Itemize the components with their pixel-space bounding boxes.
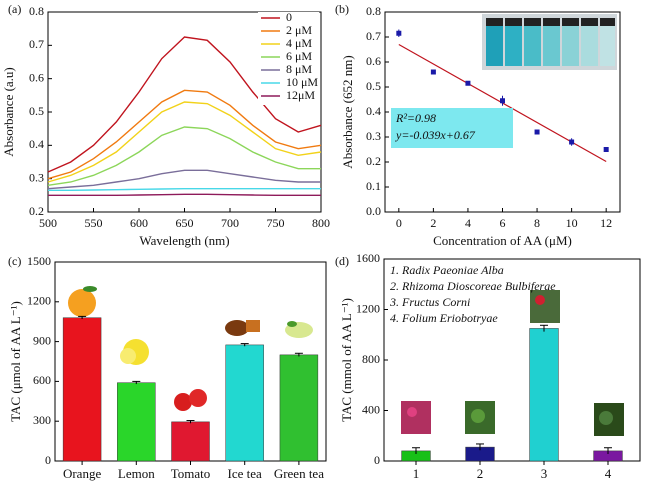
x-tick-label: 3 [541,466,548,481]
x-tick-label: 500 [39,216,57,230]
x-tick-label: 2 [477,466,484,481]
legend-label: 4 μM [286,36,312,50]
bar [171,421,210,462]
legend-label: 0 [286,10,292,24]
legend-label: 8 μM [286,62,312,76]
spectrum-line [47,89,322,180]
legend-label: 6 μM [286,49,312,63]
vial-photo [482,14,617,70]
x-tick-label: 4 [465,216,471,230]
annotation: 3. Fructus Corni [389,295,470,309]
legend-label: 12μM [286,88,315,102]
panel-label: (a) [8,2,21,16]
x-tick-label: 10 [566,216,578,230]
y-axis-title: TAC (μmol of AA L⁻¹) [8,301,23,422]
legend-box [258,12,319,105]
x-tick-label: 1 [413,466,420,481]
y-tick-label: 0 [45,453,51,467]
data-point [430,69,436,75]
x-tick-label: Lemon [118,466,155,481]
x-tick-label: 2 [430,216,436,230]
spectrum-line [48,193,321,197]
x-tick-label: Green tea [274,466,324,481]
panel-label: (b) [335,2,349,16]
y-axis-title: Absorbance (a.u) [1,67,16,157]
x-tick-label: 6 [500,216,506,230]
panel-label: (d) [335,254,349,268]
spectrum-line [47,101,322,183]
annotation-box [391,108,513,148]
y-tick-label: 0.3 [29,170,44,184]
data-point [396,30,402,36]
bar [225,344,264,462]
y-tick-label: 0.8 [366,4,381,18]
y-tick-label: 0 [374,453,380,467]
x-tick-label: 0 [396,216,402,230]
y-tick-label: 1200 [356,301,380,315]
x-tick-label: 800 [312,216,330,230]
x-tick-label: 8 [534,216,540,230]
y-tick-label: 0.6 [29,70,44,84]
x-tick-label: Tomato [171,466,211,481]
y-tick-label: 1200 [27,294,51,308]
y-tick-label: 800 [362,352,380,366]
legend-label: 10 μM [286,75,318,89]
annotation: 2. Rhizoma Dioscoreae Bulbiferae [390,279,556,293]
y-tick-label: 0.0 [366,204,381,218]
y-tick-label: 0.4 [29,137,44,151]
data-point [534,129,540,135]
y-tick-label: 0.7 [29,37,44,51]
y-axis-title: Absorbance (652 nm) [340,55,355,168]
y-tick-label: 0.5 [29,104,44,118]
plant-photos [401,290,624,436]
panel-label: (c) [8,254,21,268]
y-tick-label: 0.5 [366,79,381,93]
y-tick-label: 0.4 [366,104,381,118]
data-point [500,98,505,104]
x-tick-label: 750 [267,216,285,230]
x-tick-label: Ice tea [228,466,263,481]
x-tick-label: 12 [600,216,612,230]
x-axis-title: Concentration of AA (μM) [433,233,572,248]
y-tick-label: 0.2 [366,154,381,168]
bar [279,354,319,462]
spectrum-line [47,126,321,187]
y-tick-label: 0.8 [29,4,44,18]
y-tick-label: 300 [33,413,51,427]
legend-label: 2 μM [286,23,312,37]
bar [62,317,102,462]
x-axis-title: Wavelength (nm) [139,233,229,248]
data-point [603,147,609,152]
y-tick-label: 1600 [356,251,380,265]
x-tick-label: Orange [63,466,101,481]
spectrum-line [47,169,321,190]
x-tick-label: 4 [605,466,612,481]
spectrum-line [47,36,322,173]
data-point [465,80,471,86]
y-tick-label: 0.7 [366,29,381,43]
x-tick-label: 650 [176,216,194,230]
annotation: R²=0.98 [395,111,436,125]
y-tick-label: 0.2 [29,204,44,218]
y-tick-label: 600 [33,373,51,387]
bar [529,328,559,462]
y-tick-label: 900 [33,333,51,347]
x-tick-label: 550 [85,216,103,230]
annotation: 1. Radix Paeoniae Alba [390,263,504,277]
y-tick-label: 0.6 [366,54,381,68]
y-tick-label: 400 [362,402,380,416]
x-tick-label: 600 [130,216,148,230]
y-tick-label: 1500 [27,254,51,268]
bar [117,382,156,462]
spectrum-line [48,187,321,192]
data-point [569,139,575,145]
x-tick-label: 700 [221,216,239,230]
y-axis-title: TAC (mmol of AA L⁻¹) [339,298,354,422]
y-tick-label: 0.1 [366,179,381,193]
food-icons [68,286,313,411]
y-tick-label: 0.3 [366,129,381,143]
annotation: y=-0.039x+0.67 [395,128,476,142]
annotation: 4. Folium Eriobotryae [390,311,498,325]
